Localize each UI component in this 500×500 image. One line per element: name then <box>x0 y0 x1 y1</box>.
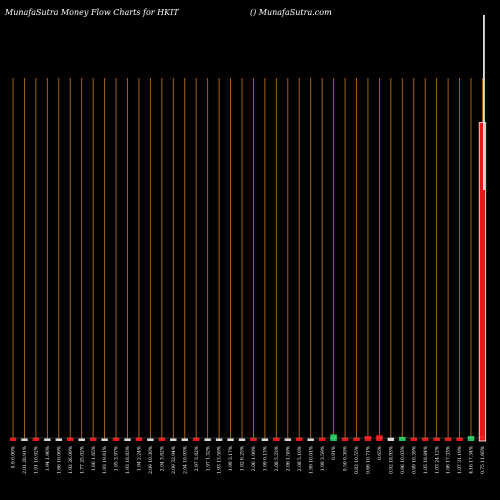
x-tick-labels: 0.9 0.00% 2.01 20.91% 1.91 10.92% 1.94 1.96… <box>12 446 486 474</box>
bar <box>261 438 269 441</box>
price-line-layer <box>13 15 485 439</box>
x-tick-label: 1.93 19.61% <box>103 446 108 474</box>
bar <box>341 437 349 441</box>
bar <box>158 437 166 441</box>
x-tick-label: 1.66 1.85% <box>92 446 97 471</box>
x-tick-label: 1.99 0.13% <box>264 446 269 471</box>
x-tick-label: 2.01 20.91% <box>23 446 28 474</box>
x-tick-label: 2.08 5.33% <box>275 446 280 471</box>
bar <box>21 438 28 441</box>
bar <box>250 437 257 441</box>
x-tick-label: 1.99 3.17% <box>229 446 234 471</box>
x-tick-label: 1.93 18.83% <box>126 446 131 474</box>
x-tick-label: 0.66 10.71% <box>367 446 372 474</box>
bar <box>181 438 188 441</box>
bar <box>9 437 17 441</box>
x-tick-label: 0.83 10.55% <box>355 446 360 474</box>
gridlines <box>12 78 483 441</box>
x-tick-label: 1.77 25.02% <box>80 446 85 474</box>
x-tick-label: 0.92 18.93% <box>389 446 394 474</box>
bar <box>135 437 143 441</box>
x-tick-label: 2.04 10.93% <box>183 446 188 474</box>
bars <box>9 122 487 442</box>
bar <box>192 437 200 441</box>
bar <box>444 437 452 441</box>
bar <box>273 437 280 441</box>
bar <box>433 437 440 441</box>
bar <box>147 438 154 441</box>
x-tick-label: 1.92 6.25% <box>241 446 246 471</box>
bar <box>330 434 337 441</box>
bar <box>353 437 360 441</box>
bar <box>67 437 74 441</box>
bar <box>296 437 303 441</box>
x-tick-label: 1.93 13.50% <box>218 446 223 474</box>
watermark: () MunafaSutra.com <box>250 8 332 17</box>
x-tick-label: 1.99 3.59% <box>321 446 326 471</box>
bar <box>421 437 429 441</box>
bar <box>318 437 326 441</box>
x-tick-label: 1.99 10.01% <box>309 446 314 474</box>
x-tick-label: 2.04 3.82% <box>160 446 165 471</box>
bar <box>410 437 417 441</box>
x-tick-label: 1.05 18.84% <box>424 446 429 474</box>
x-tick-label: 0.99 10.39% <box>412 446 417 474</box>
bar <box>55 438 63 441</box>
bar <box>238 438 246 441</box>
bar <box>387 437 395 441</box>
x-tick-label: 0.91% <box>332 446 337 460</box>
bar <box>112 437 120 441</box>
x-tick-label: 2.09 10.30% <box>149 446 154 474</box>
bar <box>78 438 85 441</box>
x-tick-label: 1.94 1.96% <box>46 446 51 471</box>
bar <box>170 438 177 441</box>
price-baseline <box>13 435 485 439</box>
bar <box>215 438 223 441</box>
x-tick-label: 1.91 10.92% <box>35 446 40 474</box>
x-tick-label: 0.50 0.30% <box>344 446 349 471</box>
bar <box>364 436 372 441</box>
bar <box>89 437 97 441</box>
x-tick-label: 0.9 0.00% <box>12 446 17 468</box>
bar <box>467 436 475 441</box>
x-tick-label: 1.03 24.12% <box>435 446 440 474</box>
x-tick-label: 1.66 10.00% <box>57 446 62 474</box>
x-tick-label: 2.08 5.10% <box>298 446 303 471</box>
bar <box>124 438 131 441</box>
x-tick-label: 2.09 32.94% <box>172 446 177 474</box>
bar <box>307 438 314 441</box>
bar <box>101 438 108 441</box>
x-tick-label: 0.65% <box>378 446 383 460</box>
chart-title: MunafaSutra Money Flow Charts for HKIT <box>4 8 179 17</box>
x-tick-label: 1.97 1.32% <box>206 446 211 471</box>
x-tick-label: 1.94 2.24% <box>138 446 143 471</box>
x-tick-label: 0.96 10.03% <box>401 446 406 474</box>
bar <box>456 437 463 441</box>
x-tick-label: 0.75 11.60% <box>481 446 486 474</box>
bar <box>376 435 383 441</box>
x-tick-label: 1.07 31.19% <box>458 446 463 474</box>
bar <box>32 437 40 441</box>
x-tick-label: 2.06 1.90% <box>252 446 257 471</box>
bar <box>227 438 234 441</box>
x-tick-label: 4.16 17.34% <box>470 446 475 474</box>
bar <box>284 438 292 441</box>
bar <box>478 122 487 442</box>
x-tick-label: 1.92 26.09% <box>69 446 74 474</box>
x-tick-label: 1.95 3.97% <box>115 446 120 471</box>
bar <box>44 438 51 441</box>
bar <box>399 436 406 441</box>
x-tick-label: 2.97 3.82% <box>195 446 200 471</box>
x-tick-label: 1.06 17.33% <box>447 446 452 474</box>
bar <box>204 438 211 441</box>
x-tick-label: 2.06 1.50% <box>286 446 291 471</box>
